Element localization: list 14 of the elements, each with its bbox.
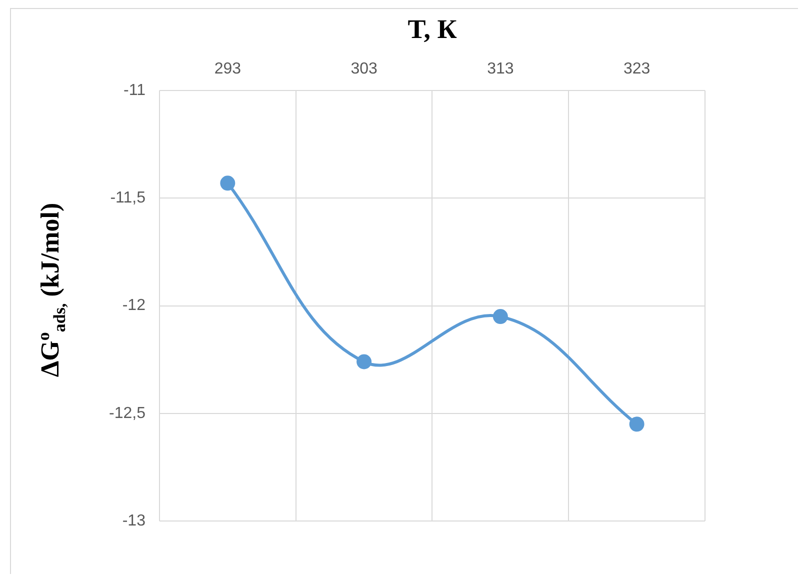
point (492, 309, 508, 324)
y-tick-label: -12 (122, 297, 146, 314)
point (356, 354, 372, 370)
y-tick-label: -13 (122, 512, 146, 530)
point (629, 416, 644, 432)
y-tick-label: -11,5 (110, 190, 146, 207)
x-tick-label: 323 (623, 60, 650, 78)
y-tick-label: -12,5 (109, 404, 146, 422)
x-tick-label: 303 (350, 60, 378, 78)
x-axis-title: T, К (408, 14, 458, 44)
x-tick-label: 313 (487, 60, 514, 78)
y-tick-label: -11 (124, 82, 146, 100)
x-tick-label: 293 (214, 60, 242, 78)
point (220, 176, 236, 191)
